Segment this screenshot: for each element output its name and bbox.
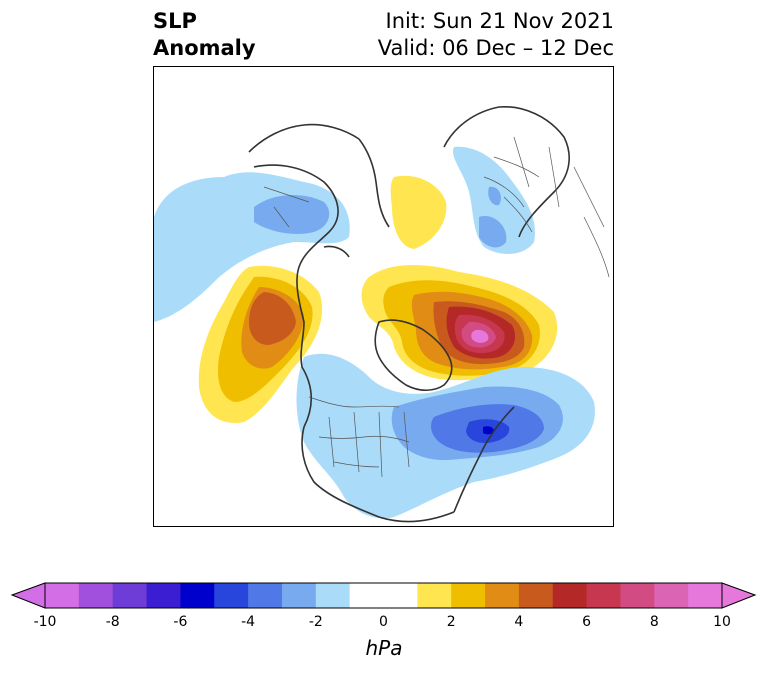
valid-range: Valid: 06 Dec – 12 Dec: [377, 36, 614, 60]
colorbar-ticks: -10 -8 -6 -4 -2 0 2 4 6 8 10: [0, 614, 768, 634]
colorbar-tick-label: -8: [105, 614, 120, 630]
colorbar-tick-label: 8: [649, 614, 659, 630]
colorbar-box: [552, 583, 588, 608]
colorbar-tick-label: -10: [33, 614, 57, 630]
positive-anomaly-greenland: [390, 175, 447, 249]
colorbar-extend-high: [721, 582, 757, 609]
anomaly-map: [154, 106, 610, 523]
colorbar: [0, 570, 768, 670]
coastlines: [248, 106, 570, 523]
colorbar-box: [214, 583, 249, 608]
colorbar-tick-label: -2: [308, 614, 323, 630]
colorbar-box: [315, 583, 351, 608]
title-subvariable: Anomaly: [153, 36, 256, 60]
colorbar-box: [417, 583, 452, 608]
colorbar-box: [45, 583, 80, 608]
map-panel: [153, 66, 614, 527]
colorbar-tick-label: 2: [446, 614, 456, 630]
colorbar-box: [180, 583, 215, 608]
colorbar-box: [688, 583, 723, 608]
colorbar-box: [146, 583, 181, 608]
colorbar-tick-label: 6: [582, 614, 592, 630]
colorbar-box: [281, 583, 317, 608]
colorbar-unit: hPa: [365, 636, 403, 660]
colorbar-tick-label: -4: [241, 614, 256, 630]
colorbar-box: [518, 583, 554, 608]
colorbar-box: [383, 583, 418, 608]
negative-anomaly-north-america: [296, 353, 595, 519]
colorbar-boxes: [44, 582, 723, 609]
colorbar-tick-label: 0: [379, 614, 388, 630]
colorbar-box: [654, 583, 689, 608]
colorbar-box: [451, 583, 486, 608]
colorbar-tick-label: 4: [514, 614, 524, 630]
colorbar-tick-label: -6: [173, 614, 188, 630]
colorbar-box: [485, 583, 520, 608]
colorbar-box: [620, 583, 655, 608]
colorbar-svg: [10, 582, 757, 609]
positive-anomaly-siberia: [361, 265, 558, 381]
colorbar-box: [586, 583, 621, 608]
colorbar-box: [349, 583, 384, 608]
init-date: Init: Sun 21 Nov 2021: [385, 9, 614, 33]
colorbar-extend-low: [10, 582, 46, 609]
forecast-info: Init: Sun 21 Nov 2021 Valid: 06 Dec – 12…: [378, 8, 614, 62]
positive-anomaly-pacific: [198, 265, 323, 423]
colorbar-tick-label: 10: [713, 614, 731, 630]
colorbar-box: [78, 583, 114, 608]
negative-anomaly-europe: [452, 146, 535, 254]
colorbar-box: [112, 583, 148, 608]
colorbar-box: [248, 583, 283, 608]
negative-anomaly-alaska: [154, 172, 350, 322]
chart-title: SLP Anomaly: [153, 8, 256, 62]
political-borders: [263, 136, 610, 478]
title-variable: SLP: [153, 9, 197, 33]
